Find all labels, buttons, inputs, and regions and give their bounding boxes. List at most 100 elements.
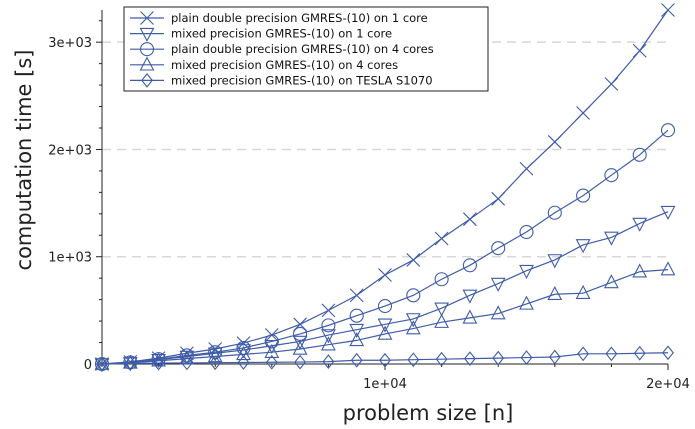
series-3-point-12	[434, 313, 450, 328]
series-3-point-15	[519, 295, 534, 310]
series-4-point-10	[379, 352, 391, 368]
y-tick-label-1: 1e+03	[48, 251, 92, 266]
series-2-point-3	[179, 348, 194, 363]
y-tick-label-3: 3e+03	[48, 36, 92, 51]
series-2-point-11	[406, 288, 421, 303]
series-1-point-18	[603, 231, 619, 246]
legend-item-0: plain double precision GMRES-(10) on 1 c…	[130, 11, 428, 25]
series-0-point-19	[632, 43, 647, 58]
series-4-point-11	[407, 352, 420, 368]
series-2-point-6	[264, 334, 279, 349]
series-2-point-18	[604, 168, 619, 183]
series-4-point-0	[96, 356, 108, 372]
series-0-point-3	[180, 346, 194, 361]
legend-label-0: plain double precision GMRES-(10) on 1 c…	[171, 11, 428, 25]
series-3-point-6	[264, 343, 280, 358]
series-3-point-1	[122, 354, 138, 369]
series-4-point-17	[577, 346, 590, 362]
y-axis-label: computation time [s]	[12, 50, 36, 271]
series-3-point-14	[490, 305, 506, 320]
series-3-point-2	[151, 352, 167, 367]
legend-label-4: mixed precision GMRES-(10) on TESLA S107…	[171, 73, 433, 87]
series-4-point-14	[492, 350, 505, 366]
series-4-point-7	[294, 354, 307, 370]
series-1-point-11	[405, 313, 421, 328]
series-2-point-19	[632, 147, 647, 162]
x-tick-label-0: 1e+04	[363, 377, 407, 392]
legend-marker-2	[139, 42, 155, 57]
legend-label-1: mixed precision GMRES-(10) on 1 core	[171, 27, 392, 41]
series-4-point-2	[152, 355, 165, 371]
series-3-point-16	[547, 285, 563, 301]
series-0-point-14	[491, 191, 506, 206]
legend-marker-0	[140, 11, 154, 25]
series-3-point-13	[462, 309, 478, 324]
series-1-point-12	[434, 302, 450, 317]
legend-marker-3	[139, 56, 155, 71]
x-tick-label-1: 2e+04	[646, 377, 690, 392]
series-3-point-9	[349, 332, 365, 347]
series-1-point-13	[462, 289, 478, 304]
series-3-point-19	[632, 263, 648, 278]
series-3-point-5	[236, 346, 251, 361]
series-4-point-16	[548, 349, 561, 365]
series-1-point-20	[660, 205, 676, 221]
series-2-point-17	[576, 188, 591, 203]
series-1-point-14	[490, 277, 506, 292]
series-2-point-7	[293, 326, 308, 342]
legend-item-4: mixed precision GMRES-(10) on TESLA S107…	[130, 73, 433, 88]
series-3-line	[101, 269, 669, 365]
series-2-point-13	[462, 258, 477, 273]
series-2-line	[101, 129, 669, 365]
x-axis-label: problem size [n]	[343, 401, 514, 425]
series-0-point-18	[604, 77, 619, 91]
series-2-point-16	[547, 205, 562, 220]
series-0-point-17	[576, 106, 590, 120]
series-3-point-0	[94, 355, 110, 370]
legend-marker-1	[139, 27, 155, 42]
series-4-point-4	[209, 355, 222, 371]
series-4-point-12	[435, 351, 448, 367]
series-4-point-8	[322, 354, 335, 370]
series-0-point-10	[378, 268, 392, 282]
series-3-point-7	[292, 340, 308, 355]
series-group	[94, 3, 676, 373]
series-4-point-5	[237, 355, 250, 370]
y-tick-label-0: 0	[84, 358, 92, 373]
series-1-point-4	[207, 347, 223, 362]
legend-item-2: plain double precision GMRES-(10) on 4 c…	[130, 42, 434, 57]
series-4-point-18	[605, 346, 618, 362]
series-1-line	[101, 211, 669, 365]
series-4-point-19	[633, 345, 646, 361]
series-4-point-13	[463, 351, 476, 367]
series-4-point-9	[350, 352, 363, 368]
series-1-point-15	[519, 264, 534, 280]
series-1-point-8	[320, 329, 336, 344]
legend-marker-4	[141, 73, 153, 88]
legend-label-3: mixed precision GMRES-(10) on 4 cores	[171, 58, 398, 72]
series-3-point-4	[207, 348, 223, 363]
series-2-point-8	[321, 318, 336, 333]
series-4-line	[101, 352, 669, 365]
series-4-point-6	[265, 354, 278, 370]
series-1-point-16	[547, 254, 563, 269]
series-1-point-19	[632, 217, 648, 232]
legend-item-1: mixed precision GMRES-(10) on 1 core	[130, 27, 392, 42]
series-3-point-18	[603, 274, 619, 289]
series-1-point-5	[236, 344, 251, 359]
legend: plain double precision GMRES-(10) on 1 c…	[123, 6, 489, 92]
series-3-point-20	[660, 261, 676, 276]
series-2-point-9	[349, 308, 364, 323]
series-3-point-10	[377, 325, 393, 340]
series-1-point-7	[292, 335, 308, 350]
series-3-point-8	[320, 336, 336, 351]
series-1-point-17	[575, 239, 591, 254]
series-3-point-17	[575, 284, 591, 299]
series-4-point-20	[662, 345, 674, 361]
series-0-point-9	[349, 288, 364, 303]
series-4	[96, 345, 674, 372]
series-4-point-1	[124, 356, 137, 371]
series-0-point-12	[434, 231, 449, 246]
series-2-point-14	[491, 241, 506, 256]
